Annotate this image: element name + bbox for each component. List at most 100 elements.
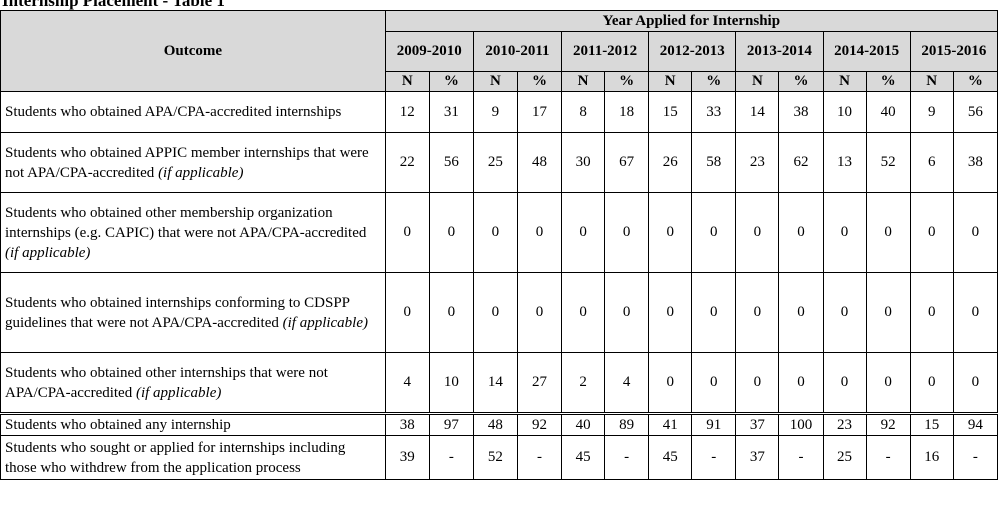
n-value: 52	[472, 435, 518, 480]
table-row: Students who obtained other internships …	[0, 352, 999, 415]
percent-value: 56	[952, 91, 999, 133]
table-row: Students who obtained internships confor…	[0, 272, 999, 353]
outcome-label: Students who obtained internships confor…	[0, 272, 386, 353]
outcome-label: Students who obtained any internship	[0, 413, 386, 436]
percent-value: 0	[865, 352, 911, 415]
n-value: 37	[735, 413, 780, 436]
n-value: 45	[648, 435, 693, 480]
n-header: N	[384, 71, 430, 92]
percent-value: -	[428, 435, 474, 480]
n-value: 15	[648, 91, 693, 133]
n-value: 0	[561, 192, 606, 273]
n-value: 25	[472, 132, 518, 193]
n-header: N	[561, 71, 606, 92]
percent-header: %	[865, 71, 911, 92]
n-value: 0	[384, 272, 430, 353]
percent-header: %	[778, 71, 824, 92]
outcome-text: Students who obtained other membership o…	[5, 204, 367, 241]
n-value: 10	[822, 91, 867, 133]
percent-value: 38	[778, 91, 824, 133]
table-row: Students who obtained APPIC member inter…	[0, 132, 999, 193]
percent-value: 0	[691, 192, 737, 273]
percent-value: -	[952, 435, 999, 480]
n-value: 39	[384, 435, 430, 480]
percent-value: 0	[952, 192, 999, 273]
percent-value: 94	[952, 413, 999, 436]
percent-value: 48	[516, 132, 563, 193]
n-value: 25	[822, 435, 867, 480]
n-value: 0	[384, 192, 430, 273]
n-value: 0	[561, 272, 606, 353]
n-header: N	[648, 71, 693, 92]
percent-value: 38	[952, 132, 999, 193]
n-value: 0	[909, 272, 954, 353]
percent-value: 27	[516, 352, 563, 415]
n-value: 12	[384, 91, 430, 133]
year-header: 2012-2013	[648, 31, 737, 72]
percent-value: 0	[778, 192, 824, 273]
table-row: Students who obtained any internship 38 97…	[0, 413, 999, 436]
percent-value: 0	[604, 272, 650, 353]
percent-value: -	[691, 435, 737, 480]
year-header: 2009-2010	[384, 31, 474, 72]
n-value: 6	[909, 132, 954, 193]
percent-value: 33	[691, 91, 737, 133]
n-value: 0	[735, 352, 780, 415]
n-value: 0	[472, 192, 518, 273]
percent-value: 0	[778, 272, 824, 353]
table-row: Students who obtained other membership o…	[0, 192, 999, 273]
percent-value: 0	[952, 272, 999, 353]
year-header: 2014-2015	[822, 31, 911, 72]
year-header: 2013-2014	[735, 31, 824, 72]
n-value: 48	[472, 413, 518, 436]
percent-value: 0	[428, 192, 474, 273]
percent-value: -	[778, 435, 824, 480]
n-value: 30	[561, 132, 606, 193]
n-header: N	[735, 71, 780, 92]
percent-header: %	[952, 71, 999, 92]
percent-value: 58	[691, 132, 737, 193]
percent-value: 17	[516, 91, 563, 133]
percent-value: 0	[516, 192, 563, 273]
outcome-note: (if applicable)	[158, 164, 244, 181]
n-value: 0	[822, 272, 867, 353]
n-value: 2	[561, 352, 606, 415]
percent-value: 100	[778, 413, 824, 436]
percent-value: 89	[604, 413, 650, 436]
percent-value: 0	[604, 192, 650, 273]
n-value: 15	[909, 413, 954, 436]
percent-value: 62	[778, 132, 824, 193]
percent-value: 52	[865, 132, 911, 193]
percent-value: -	[604, 435, 650, 480]
outcome-note: (if applicable)	[5, 244, 91, 261]
percent-value: 0	[691, 352, 737, 415]
n-value: 14	[472, 352, 518, 415]
n-value: 0	[735, 272, 780, 353]
outcome-text: Students who obtained any internship	[5, 417, 231, 433]
n-value: 23	[735, 132, 780, 193]
outcome-label: Students who obtained APA/CPA-accredited…	[0, 91, 386, 133]
percent-value: 31	[428, 91, 474, 133]
percent-header: %	[691, 71, 737, 92]
outcome-label: Students who sought or applied for inter…	[0, 435, 386, 480]
n-value: 0	[909, 192, 954, 273]
percent-value: 56	[428, 132, 474, 193]
n-value: 0	[822, 192, 867, 273]
outcome-text: Students who obtained APPIC member inter…	[5, 144, 369, 181]
n-value: 0	[648, 352, 693, 415]
n-value: 37	[735, 435, 780, 480]
percent-value: 0	[428, 272, 474, 353]
n-header: N	[909, 71, 954, 92]
percent-value: 40	[865, 91, 911, 133]
n-header: N	[822, 71, 867, 92]
n-value: 0	[909, 352, 954, 415]
n-value: 4	[384, 352, 430, 415]
n-value: 8	[561, 91, 606, 133]
percent-value: 0	[865, 272, 911, 353]
n-value: 0	[735, 192, 780, 273]
n-value: 0	[648, 192, 693, 273]
outcome-label: Students who obtained APPIC member inter…	[0, 132, 386, 193]
percent-value: 67	[604, 132, 650, 193]
year-header: 2010-2011	[472, 31, 563, 72]
internship-table: Outcome Year Applied for Internship 2009…	[0, 10, 999, 480]
